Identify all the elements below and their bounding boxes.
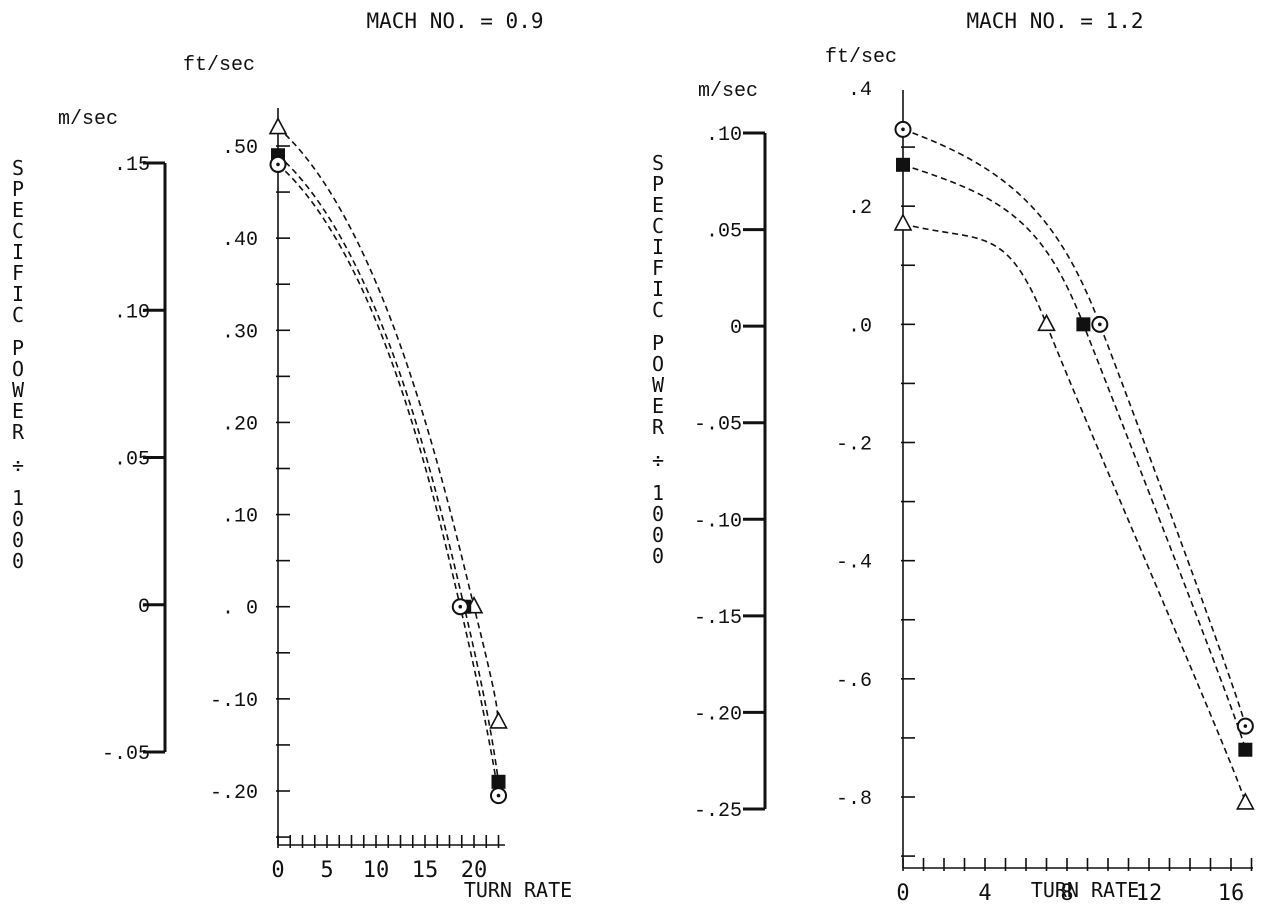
y-tick-label-ft: .20 — [222, 413, 258, 436]
y-tick-label-ft: -.20 — [210, 782, 258, 805]
data-point-square — [1076, 317, 1091, 332]
series-markers — [268, 116, 508, 805]
data-point-circle-dot — [458, 604, 463, 609]
data-point-circle-dot — [901, 127, 905, 132]
x-tick-label: 12 — [1136, 881, 1163, 906]
data-point-circle-dot — [276, 162, 280, 167]
y-unit-m: m/sec — [698, 80, 758, 103]
x-tick-label: 20 — [461, 858, 488, 883]
y-tick-label-ft: .4 — [848, 79, 872, 102]
y-tick-label-m: -.25 — [694, 800, 742, 823]
series-curve-square — [277, 154, 500, 782]
y-tick-label-ft: .30 — [222, 321, 258, 344]
data-point-triangle — [893, 213, 913, 231]
y-unit-m: m/sec — [58, 108, 118, 131]
series-curve-triangle — [902, 223, 1247, 804]
series-curve-circle — [277, 163, 500, 796]
y-tick-label-m: -.05 — [694, 414, 742, 437]
y-tick-label-m: .15 — [114, 154, 150, 177]
x-tick-label: 10 — [363, 858, 390, 883]
y-tick-label-ft: . 0 — [222, 598, 258, 621]
x-tick-label: 8 — [1060, 881, 1073, 906]
x-tick-label: 0 — [896, 881, 909, 906]
data-point-triangle — [1236, 792, 1255, 810]
y-tick-label-m: -.20 — [694, 703, 742, 726]
y-tick-label-ft: .0 — [848, 315, 872, 338]
series-curve-triangle — [277, 126, 500, 723]
y-tick-label-m: .05 — [114, 449, 150, 472]
y-axis-label: S P E C I F I C P O W E R ÷ 1 0 0 0 — [652, 151, 665, 568]
y-tick-label-m: -.10 — [694, 510, 742, 533]
y-tick-label-ft: .40 — [222, 229, 258, 252]
series-curve-circle — [902, 128, 1247, 727]
y-tick-label-m: .10 — [706, 124, 742, 147]
x-tick-label: 4 — [978, 881, 991, 906]
y-axis-label: S P E C I F I C P O W E R ÷ 1 0 0 0 — [12, 156, 25, 573]
y-tick-label-m: -.05 — [102, 743, 150, 766]
y-unit-ft: ft/sec — [183, 54, 255, 77]
y-tick-label-ft: -.6 — [836, 670, 872, 693]
x-tick-label: 16 — [1218, 881, 1245, 906]
data-point-circle-dot — [1098, 322, 1102, 327]
x-axis-label: TURN RATE — [464, 878, 572, 902]
chart-title: MACH NO. = 0.9 — [366, 9, 543, 33]
data-point-circle-dot — [1243, 724, 1248, 728]
axes: .50 .40 .30 .20 .10 . 0 -.10 -.20 .15 .10 .05 0 -.05… — [102, 108, 505, 883]
y-tick-label-m: -.15 — [694, 607, 742, 630]
data-point-square — [896, 157, 910, 172]
series-curves — [902, 128, 1247, 804]
y-unit-ft: ft/sec — [825, 46, 897, 69]
series-curves — [277, 126, 500, 796]
data-point-triangle — [268, 116, 288, 135]
y-tick-label-m: 0 — [138, 596, 150, 619]
y-tick-label-ft: .2 — [848, 197, 872, 220]
y-tick-label-ft: -.8 — [836, 788, 872, 811]
data-point-triangle — [489, 711, 508, 729]
y-tick-label-ft: .10 — [222, 506, 258, 529]
chart-title: MACH NO. = 1.2 — [966, 9, 1143, 33]
y-tick-label-m: .05 — [706, 221, 742, 244]
y-tick-label-ft: -.4 — [836, 552, 872, 575]
y-tick-label-ft: -.2 — [836, 434, 872, 457]
y-tick-label-ft: .50 — [222, 137, 258, 160]
data-point-square — [491, 774, 506, 789]
data-point-square — [1238, 742, 1253, 757]
data-point-circle-dot — [496, 793, 501, 798]
y-tick-label-ft: -.10 — [210, 690, 258, 713]
x-tick-label: 5 — [320, 858, 333, 883]
series-curve-square — [902, 164, 1247, 750]
x-tick-label: 15 — [412, 858, 439, 883]
y-tick-label-m: .10 — [114, 301, 150, 324]
x-tick-label: 0 — [271, 858, 284, 883]
axes: .4 .2 .0 -.2 -.4 -.6 -.8 .10 .05 0 -.05 -.10 -.15 -.2… — [694, 79, 1253, 906]
series-markers — [893, 120, 1255, 810]
x-axis-label: TURN RATE — [1031, 878, 1139, 902]
data-point-triangle — [1037, 313, 1056, 332]
y-tick-label-m: 0 — [730, 317, 742, 340]
